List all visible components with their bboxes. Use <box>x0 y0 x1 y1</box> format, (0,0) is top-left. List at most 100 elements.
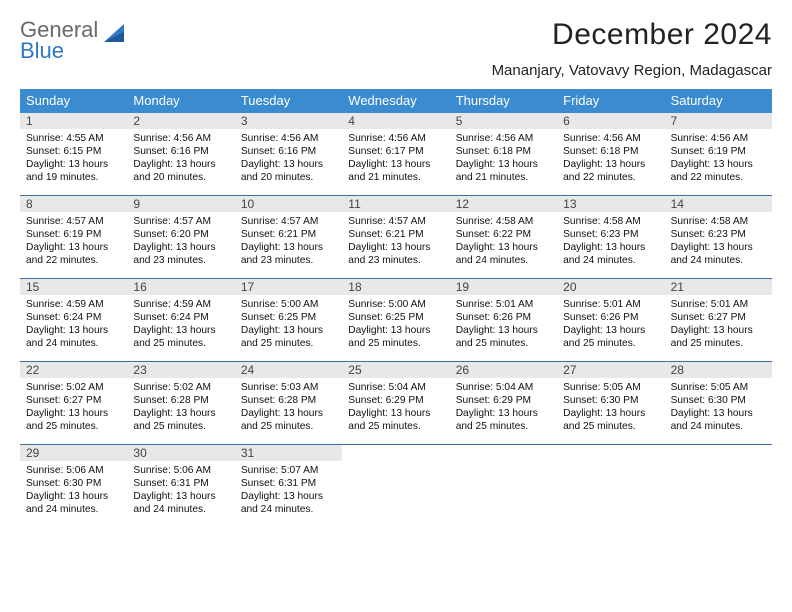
day-number: 31 <box>235 445 342 461</box>
day-number: 5 <box>450 113 557 129</box>
day-number: 19 <box>450 279 557 295</box>
day-number: 4 <box>342 113 449 129</box>
calendar-day: 10 Sunrise: 4:57 AMSunset: 6:21 PMDayligh… <box>235 196 342 278</box>
day-number: 27 <box>557 362 664 378</box>
day-entry: Sunrise: 5:05 AMSunset: 6:30 PMDaylight:… <box>563 381 658 433</box>
calendar-day: 5 Sunrise: 4:56 AMSunset: 6:18 PMDaylight… <box>450 113 557 195</box>
day-entry: Sunrise: 4:56 AMSunset: 6:17 PMDaylight:… <box>348 132 443 184</box>
calendar-week: 29 Sunrise: 5:06 AMSunset: 6:30 PMDayligh… <box>20 445 772 527</box>
day-number: 16 <box>127 279 234 295</box>
day-number: 9 <box>127 196 234 212</box>
day-number: 15 <box>20 279 127 295</box>
calendar-day: 29 Sunrise: 5:06 AMSunset: 6:30 PMDayligh… <box>20 445 127 527</box>
title-block: December 2024 Mananjary, Vatovavy Region… <box>492 18 772 79</box>
calendar-day: 18Sunrise: 5:00 AMSunset: 6:25 PMDayligh… <box>342 279 449 361</box>
day-number: 2 <box>127 113 234 129</box>
day-entry: Sunrise: 5:06 AMSunset: 6:30 PMDaylight:… <box>26 464 121 516</box>
page-title: December 2024 <box>492 18 772 52</box>
day-entry: Sunrise: 5:01 AMSunset: 6:26 PMDaylight:… <box>563 298 658 350</box>
calendar-day: 27 Sunrise: 5:05 AMSunset: 6:30 PMDayligh… <box>557 362 664 444</box>
calendar-day: 13 Sunrise: 4:58 AMSunset: 6:23 PMDayligh… <box>557 196 664 278</box>
day-entry: Sunrise: 4:57 AMSunset: 6:21 PMDaylight:… <box>241 215 336 267</box>
day-number: 21 <box>665 279 772 295</box>
day-entry: Sunrise: 5:04 AMSunset: 6:29 PMDaylight:… <box>348 381 443 433</box>
day-number: 13 <box>557 196 664 212</box>
day-number: 10 <box>235 196 342 212</box>
brand-logo: General Blue <box>20 18 130 62</box>
calendar-week: 1 Sunrise: 4:55 AMSunset: 6:15 PMDaylight… <box>20 113 772 196</box>
day-entry: Sunrise: 5:00 AMSunset: 6:25 PMDaylight:… <box>241 298 336 350</box>
day-entry: Sunrise: 4:57 AMSunset: 6:21 PMDaylight:… <box>348 215 443 267</box>
calendar-week: 8 Sunrise: 4:57 AMSunset: 6:19 PMDaylight… <box>20 196 772 279</box>
sail-icon <box>102 22 130 49</box>
calendar-day: 17Sunrise: 5:00 AMSunset: 6:25 PMDayligh… <box>235 279 342 361</box>
calendar-day <box>342 445 449 527</box>
day-entry: Sunrise: 5:04 AMSunset: 6:29 PMDaylight:… <box>456 381 551 433</box>
day-number: 20 <box>557 279 664 295</box>
calendar-day: 31 Sunrise: 5:07 AMSunset: 6:31 PMDayligh… <box>235 445 342 527</box>
calendar-day: 2 Sunrise: 4:56 AMSunset: 6:16 PMDaylight… <box>127 113 234 195</box>
weekday-header: Wednesday <box>342 89 449 113</box>
day-entry: Sunrise: 4:58 AMSunset: 6:23 PMDaylight:… <box>671 215 766 267</box>
day-number: 30 <box>127 445 234 461</box>
day-entry: Sunrise: 4:55 AMSunset: 6:15 PMDaylight:… <box>26 132 121 184</box>
weekday-header: Friday <box>557 89 664 113</box>
day-entry: Sunrise: 4:58 AMSunset: 6:23 PMDaylight:… <box>563 215 658 267</box>
day-number: 3 <box>235 113 342 129</box>
day-entry: Sunrise: 5:02 AMSunset: 6:28 PMDaylight:… <box>133 381 228 433</box>
weekday-header: Tuesday <box>235 89 342 113</box>
day-entry: Sunrise: 4:56 AMSunset: 6:18 PMDaylight:… <box>563 132 658 184</box>
page-subtitle: Mananjary, Vatovavy Region, Madagascar <box>492 62 772 79</box>
weekday-header-row: SundayMondayTuesdayWednesdayThursdayFrid… <box>20 89 772 113</box>
day-number: 18 <box>342 279 449 295</box>
calendar-day: 23 Sunrise: 5:02 AMSunset: 6:28 PMDayligh… <box>127 362 234 444</box>
day-number: 23 <box>127 362 234 378</box>
calendar-day <box>450 445 557 527</box>
day-number: 24 <box>235 362 342 378</box>
calendar-day: 24 Sunrise: 5:03 AMSunset: 6:28 PMDayligh… <box>235 362 342 444</box>
calendar-day: 7 Sunrise: 4:56 AMSunset: 6:19 PMDaylight… <box>665 113 772 195</box>
day-entry: Sunrise: 5:06 AMSunset: 6:31 PMDaylight:… <box>133 464 228 516</box>
day-number: 28 <box>665 362 772 378</box>
weekday-header: Saturday <box>665 89 772 113</box>
weekday-header: Sunday <box>20 89 127 113</box>
day-entry: Sunrise: 5:07 AMSunset: 6:31 PMDaylight:… <box>241 464 336 516</box>
calendar-day: 30 Sunrise: 5:06 AMSunset: 6:31 PMDayligh… <box>127 445 234 527</box>
day-number: 12 <box>450 196 557 212</box>
calendar-day: 12 Sunrise: 4:58 AMSunset: 6:22 PMDayligh… <box>450 196 557 278</box>
calendar-day <box>557 445 664 527</box>
day-entry: Sunrise: 5:03 AMSunset: 6:28 PMDaylight:… <box>241 381 336 433</box>
weekday-header: Monday <box>127 89 234 113</box>
day-entry: Sunrise: 4:58 AMSunset: 6:22 PMDaylight:… <box>456 215 551 267</box>
calendar-week: 15 Sunrise: 4:59 AMSunset: 6:24 PMDayligh… <box>20 279 772 362</box>
day-entry: Sunrise: 4:56 AMSunset: 6:19 PMDaylight:… <box>671 132 766 184</box>
calendar-weeks: 1 Sunrise: 4:55 AMSunset: 6:15 PMDaylight… <box>20 113 772 527</box>
day-entry: Sunrise: 4:59 AMSunset: 6:24 PMDaylight:… <box>133 298 228 350</box>
calendar-day: 26Sunrise: 5:04 AMSunset: 6:29 PMDayligh… <box>450 362 557 444</box>
day-entry: Sunrise: 5:02 AMSunset: 6:27 PMDaylight:… <box>26 381 121 433</box>
calendar-day: 8 Sunrise: 4:57 AMSunset: 6:19 PMDaylight… <box>20 196 127 278</box>
day-entry: Sunrise: 4:57 AMSunset: 6:19 PMDaylight:… <box>26 215 121 267</box>
day-entry: Sunrise: 4:56 AMSunset: 6:18 PMDaylight:… <box>456 132 551 184</box>
calendar-page: General Blue December 2024 Mananjary, Va… <box>0 0 792 612</box>
day-number: 7 <box>665 113 772 129</box>
calendar-day: 22Sunrise: 5:02 AMSunset: 6:27 PMDayligh… <box>20 362 127 444</box>
day-entry: Sunrise: 4:56 AMSunset: 6:16 PMDaylight:… <box>241 132 336 184</box>
calendar-day: 6Sunrise: 4:56 AMSunset: 6:18 PMDaylight… <box>557 113 664 195</box>
calendar-day: 21Sunrise: 5:01 AMSunset: 6:27 PMDayligh… <box>665 279 772 361</box>
header: General Blue December 2024 Mananjary, Va… <box>20 18 772 79</box>
brand-text: General Blue <box>20 18 98 62</box>
day-entry: Sunrise: 4:56 AMSunset: 6:16 PMDaylight:… <box>133 132 228 184</box>
calendar-day: 25 Sunrise: 5:04 AMSunset: 6:29 PMDayligh… <box>342 362 449 444</box>
day-entry: Sunrise: 4:59 AMSunset: 6:24 PMDaylight:… <box>26 298 121 350</box>
day-number: 11 <box>342 196 449 212</box>
calendar-day: 28 Sunrise: 5:05 AMSunset: 6:30 PMDayligh… <box>665 362 772 444</box>
day-number: 1 <box>20 113 127 129</box>
day-entry: Sunrise: 5:05 AMSunset: 6:30 PMDaylight:… <box>671 381 766 433</box>
day-number: 25 <box>342 362 449 378</box>
day-number: 8 <box>20 196 127 212</box>
day-number: 14 <box>665 196 772 212</box>
day-number: 29 <box>20 445 127 461</box>
weekday-header: Thursday <box>450 89 557 113</box>
calendar-day: 3 Sunrise: 4:56 AMSunset: 6:16 PMDaylight… <box>235 113 342 195</box>
